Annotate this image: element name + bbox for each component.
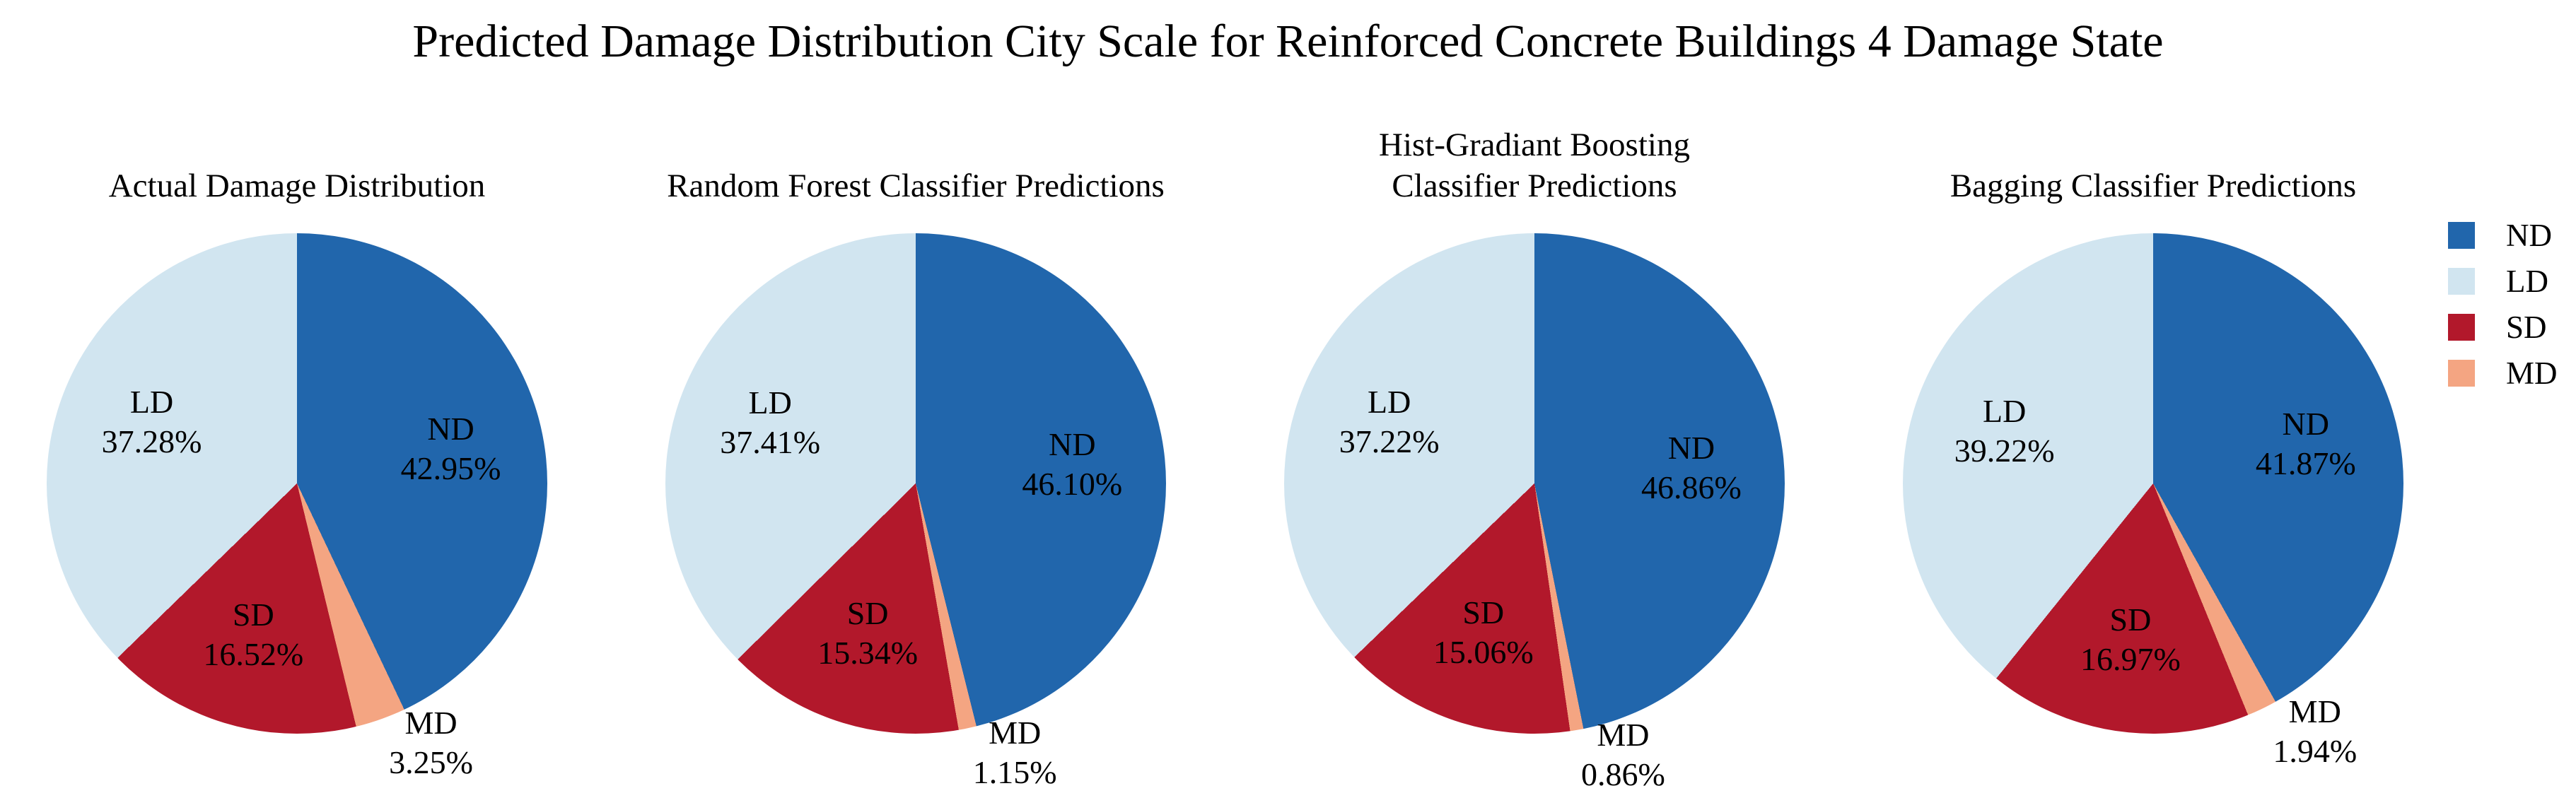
pie-graphic-hist-gradient-boosting: [1284, 233, 1785, 734]
legend-label-ld: LD: [2506, 264, 2548, 299]
legend-row-ld: LD: [2448, 264, 2558, 299]
pie-chart-random-forest: Random Forest Classifier Predictions ND …: [590, 96, 1241, 810]
pie-graphic-bagging: [1903, 233, 2403, 734]
legend-label-sd: SD: [2506, 310, 2547, 345]
chart-title: Random Forest Classifier Predictions: [667, 168, 1165, 204]
pie-graphic-actual: [47, 233, 547, 734]
legend-label-md: MD: [2506, 356, 2558, 391]
figure-title: Predicted Damage Distribution City Scale…: [412, 16, 2164, 67]
slice-label-md: MD 3.25%: [389, 704, 473, 780]
pie-chart-bagging: Bagging Classifier Predictions ND 41.87%…: [1828, 96, 2478, 810]
pie-graphic-random-forest: [665, 233, 1166, 734]
legend: ND LD SD MD: [2448, 218, 2558, 391]
legend-swatch-nd: [2448, 222, 2475, 249]
pie-chart-hist-gradient-boosting: Hist-Gradiant Boosting Classifier Predic…: [1209, 96, 1860, 810]
chart-title: Bagging Classifier Predictions: [1950, 168, 2357, 204]
slice-label-md: MD 1.15%: [972, 714, 1057, 790]
slice-label-md: MD 0.86%: [1580, 716, 1665, 792]
legend-row-sd: SD: [2448, 310, 2558, 345]
legend-label-nd: ND: [2506, 218, 2552, 253]
legend-swatch-ld: [2448, 268, 2475, 295]
pie-chart-actual: Actual Damage Distribution ND 42.95% MD 3…: [0, 96, 622, 810]
slice-label-md: MD 1.94%: [2273, 693, 2358, 769]
chart-title: Actual Damage Distribution: [108, 168, 486, 204]
chart-title: Hist-Gradiant Boosting Classifier Predic…: [1379, 127, 1690, 204]
legend-swatch-sd: [2448, 314, 2475, 341]
legend-swatch-md: [2448, 360, 2475, 387]
legend-row-md: MD: [2448, 356, 2558, 391]
legend-row-nd: ND: [2448, 218, 2558, 253]
